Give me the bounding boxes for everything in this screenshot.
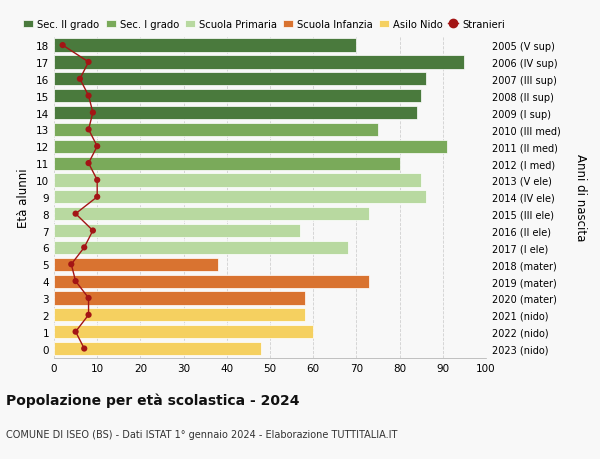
Point — [92, 194, 102, 201]
Bar — [54, 174, 421, 187]
Point — [79, 244, 89, 252]
Bar — [54, 241, 348, 254]
Bar — [54, 106, 417, 120]
Y-axis label: Anni di nascita: Anni di nascita — [574, 154, 587, 241]
Point — [84, 312, 94, 319]
Point — [79, 345, 89, 353]
Bar — [54, 157, 400, 170]
Bar — [54, 140, 447, 153]
Bar — [54, 39, 356, 52]
Point — [84, 160, 94, 168]
Point — [84, 59, 94, 67]
Point — [75, 76, 85, 83]
Point — [71, 328, 80, 336]
Point — [92, 177, 102, 184]
Text: COMUNE DI ISEO (BS) - Dati ISTAT 1° gennaio 2024 - Elaborazione TUTTITALIA.IT: COMUNE DI ISEO (BS) - Dati ISTAT 1° genn… — [6, 429, 397, 439]
Point — [84, 126, 94, 134]
Point — [92, 143, 102, 151]
Bar — [54, 308, 305, 322]
Bar — [54, 224, 300, 238]
Text: Popolazione per età scolastica - 2024: Popolazione per età scolastica - 2024 — [6, 392, 299, 407]
Point — [71, 278, 80, 285]
Y-axis label: Età alunni: Età alunni — [17, 168, 31, 227]
Bar — [54, 292, 305, 305]
Point — [67, 261, 76, 269]
Point — [88, 110, 98, 117]
Bar — [54, 275, 370, 288]
Bar — [54, 325, 313, 338]
Point — [84, 295, 94, 302]
Bar — [54, 73, 425, 86]
Bar — [54, 191, 425, 204]
Bar — [54, 342, 262, 355]
Point — [88, 227, 98, 235]
Bar — [54, 258, 218, 271]
Point — [71, 211, 80, 218]
Bar — [54, 207, 370, 221]
Bar — [54, 90, 421, 103]
Legend: Sec. II grado, Sec. I grado, Scuola Primaria, Scuola Infanzia, Asilo Nido, Stran: Sec. II grado, Sec. I grado, Scuola Prim… — [19, 16, 509, 34]
Point — [84, 93, 94, 100]
Bar — [54, 123, 378, 137]
Point — [58, 42, 67, 50]
Bar — [54, 56, 464, 69]
